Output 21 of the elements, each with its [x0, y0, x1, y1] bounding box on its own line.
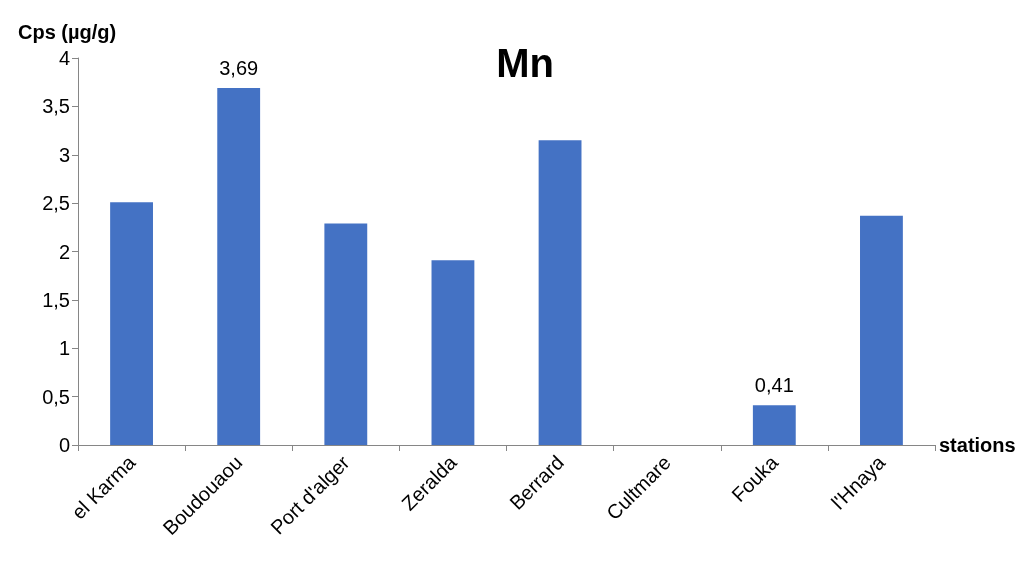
chart-title: Mn: [496, 41, 554, 85]
bar: [860, 215, 903, 445]
y-tick-label: 1,5: [42, 288, 70, 311]
y-tick-label: 0,5: [42, 385, 70, 408]
bar: [538, 140, 582, 445]
y-tick-label: 1: [58, 337, 70, 360]
y-tick-label: 3,5: [42, 95, 70, 118]
y-axis-title: Cps (µg/g): [18, 21, 117, 43]
y-tick-label: 3: [58, 143, 70, 166]
x-axis-title: stations: [939, 434, 1016, 456]
y-tick-label: 2,5: [42, 192, 70, 215]
bar: [217, 87, 261, 445]
y-tick-label: 4: [58, 47, 70, 69]
bar: [431, 260, 475, 445]
data-label: 3,69: [219, 56, 259, 79]
bar: [752, 405, 796, 445]
y-tick-label: 0: [58, 434, 70, 456]
y-tick-label: 2: [58, 240, 70, 263]
data-label: 0,41: [754, 374, 794, 397]
bar: [110, 202, 153, 445]
bar: [324, 223, 368, 445]
